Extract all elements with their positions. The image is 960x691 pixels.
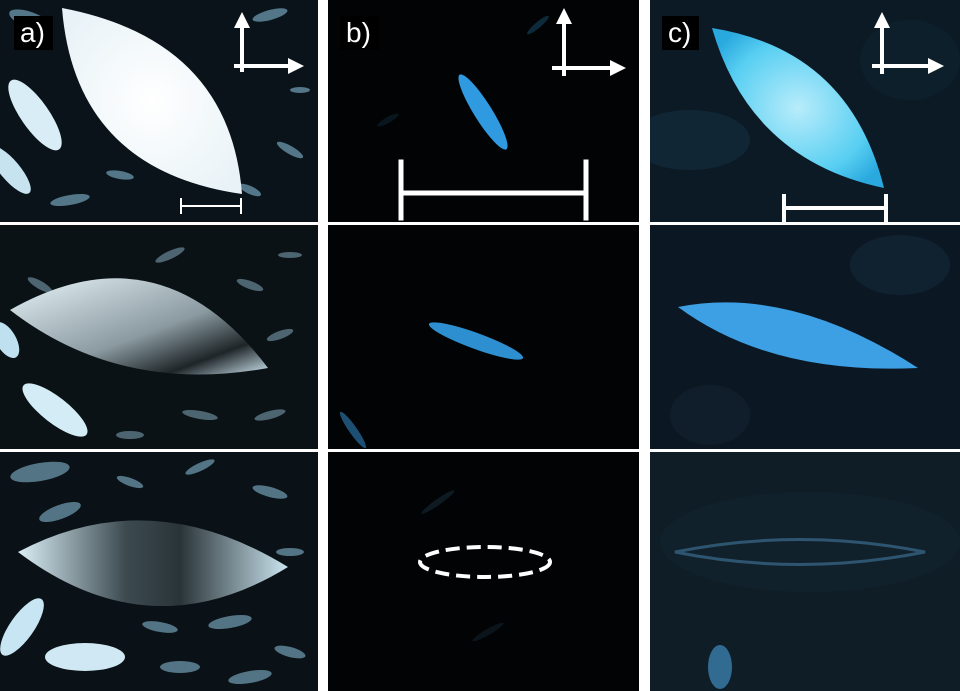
crystal-small — [0, 598, 44, 656]
crystal-small — [22, 383, 88, 437]
panel-a-row2 — [0, 225, 318, 449]
panel-label-b: b) — [340, 16, 379, 50]
crystal-small — [8, 79, 62, 151]
panel-label-a: a) — [14, 16, 53, 50]
crossed-polarizer-arrows-icon — [552, 8, 626, 76]
crystal — [458, 74, 508, 150]
crystal-large — [62, 8, 242, 194]
panel-c-row1: c) — [650, 0, 960, 222]
panel-b-row2 — [328, 225, 639, 449]
crystal-large — [678, 302, 918, 369]
crystal-large — [10, 278, 268, 375]
panel-c-row2 — [650, 225, 960, 449]
panel-c-row3 — [650, 452, 960, 691]
panel-b-row1: b) — [328, 0, 639, 222]
panel-a-row1: a) — [0, 0, 318, 222]
dashed-ellipse-outline — [418, 545, 552, 579]
panel-b-row3 — [328, 452, 639, 691]
scale-bar — [180, 198, 242, 214]
crystal-large — [712, 28, 884, 188]
crossed-polarizer-arrows-icon — [872, 12, 944, 74]
crystal — [428, 322, 524, 360]
panel-label-c: c) — [662, 16, 700, 50]
crystal-large — [18, 520, 288, 607]
crystal-faint — [674, 538, 926, 566]
panel-a-row3 — [0, 452, 318, 691]
crossed-polarizer-arrows-icon — [234, 12, 304, 74]
scale-bar — [398, 159, 589, 221]
scale-bar — [782, 194, 888, 222]
